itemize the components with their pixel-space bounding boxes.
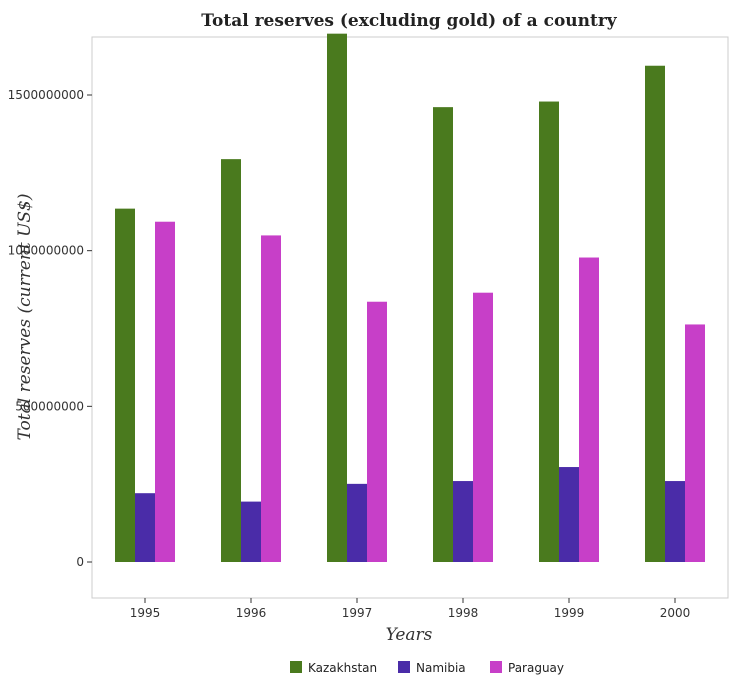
legend-label-namibia: Namibia: [416, 661, 466, 675]
bar-paraguay-1997: [367, 302, 387, 562]
y-tick-label: 1500000000: [8, 88, 84, 102]
y-tick-label: 0: [76, 555, 84, 569]
legend-label-paraguay: Paraguay: [508, 661, 564, 675]
bar-paraguay-1995: [155, 222, 175, 562]
x-tick-label: 1998: [448, 606, 479, 620]
bar-kazakhstan-1999: [539, 102, 559, 562]
legend-label-kazakhstan: Kazakhstan: [308, 661, 377, 675]
x-tick-label: 1997: [342, 606, 373, 620]
x-tick-label: 1995: [130, 606, 161, 620]
bar-kazakhstan-1995: [115, 209, 135, 562]
bar-kazakhstan-1998: [433, 107, 453, 562]
bar-namibia-1997: [347, 484, 367, 562]
x-axis: 1995 1996 1997 1998 1999 2000: [130, 598, 691, 620]
x-tick-label: 2000: [660, 606, 691, 620]
plot-area: [92, 37, 728, 598]
bar-kazakhstan-1996: [221, 159, 241, 562]
legend-swatch-kazakhstan: [290, 661, 302, 673]
bar-namibia-1998: [453, 481, 473, 562]
y-axis-title: Total reserves (current US$): [15, 194, 35, 441]
bar-marks: [115, 34, 705, 562]
legend: Kazakhstan Namibia Paraguay: [290, 661, 564, 675]
bar-namibia-1999: [559, 467, 579, 562]
x-axis-title: Years: [386, 625, 433, 645]
x-tick-label: 1999: [554, 606, 585, 620]
bar-namibia-1995: [135, 493, 155, 562]
bar-namibia-1996: [241, 502, 261, 562]
legend-swatch-paraguay: [490, 661, 502, 673]
chart-title: Total reserves (excluding gold) of a cou…: [201, 11, 618, 31]
x-tick-label: 1996: [236, 606, 267, 620]
bar-paraguay-1999: [579, 258, 599, 562]
bar-kazakhstan-1997: [327, 34, 347, 562]
bar-paraguay-1998: [473, 293, 493, 562]
bar-namibia-2000: [665, 481, 685, 562]
bar-paraguay-2000: [685, 324, 705, 562]
bar-kazakhstan-2000: [645, 66, 665, 562]
legend-swatch-namibia: [398, 661, 410, 673]
bar-paraguay-1996: [261, 235, 281, 562]
